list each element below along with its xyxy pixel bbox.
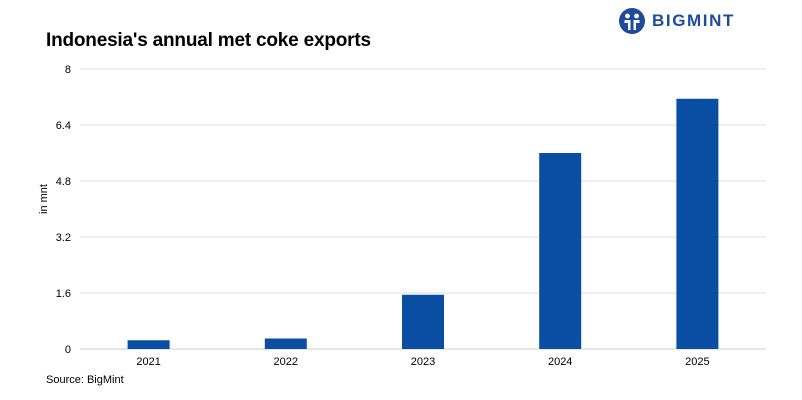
y-axis-label: in mnt	[38, 184, 50, 214]
bigmint-logo-text: BIGMINT	[652, 11, 735, 30]
chart-title: Indonesia's annual met coke exports	[46, 30, 371, 51]
bar-2021	[127, 340, 170, 349]
y-tick-label: 3.2	[56, 232, 71, 244]
y-tick-label: 1.6	[56, 288, 71, 300]
x-tick-label: 2023	[411, 356, 435, 368]
bar-2025	[676, 98, 719, 349]
source-note: Source: BigMint	[46, 374, 124, 386]
bars	[127, 98, 719, 349]
gridlines	[80, 68, 766, 350]
x-tick-label: 2025	[685, 356, 709, 368]
x-tick-label: 2024	[548, 356, 572, 368]
y-tick-label: 6.4	[56, 120, 71, 132]
y-tick-label: 0	[65, 344, 71, 356]
x-tick-label: 2022	[274, 356, 298, 368]
y-tick-label: 4.8	[56, 176, 71, 188]
bar-2022	[264, 338, 307, 349]
y-axis-ticks: 0 1.6 3.2 4.8 6.4 8	[56, 64, 71, 356]
bigmint-logo: BIGMINT	[618, 6, 768, 36]
x-axis-ticks: 2021 2022 2023 2024 2025	[136, 356, 709, 368]
x-tick-label: 2021	[136, 356, 160, 368]
y-tick-label: 8	[65, 64, 71, 76]
bar-2023	[402, 294, 444, 349]
bigmint-logo-icon	[619, 8, 645, 34]
bar-2024	[539, 153, 582, 349]
